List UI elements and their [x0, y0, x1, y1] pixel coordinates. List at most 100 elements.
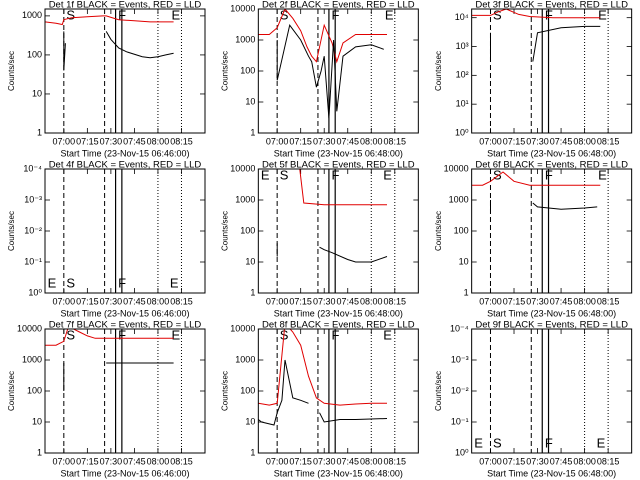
x-tick-label: 08:15 — [384, 456, 407, 466]
annotation: E — [261, 167, 270, 182]
annotation: E — [598, 7, 607, 22]
x-axis-label: Start Time (23-Nov-15 06:48:00) — [274, 468, 403, 478]
y-tick-label: 1 — [250, 447, 255, 457]
y-tick-label: 100 — [27, 49, 42, 59]
panel: Det 1f BLACK = Events, RED = LLD Counts/s… — [7, 0, 206, 158]
x-tick-label: 07:15 — [503, 296, 526, 306]
x-axis-label: Start Time (23-Nov-15 06:46:00) — [60, 148, 189, 158]
y-tick-label: 10 — [32, 416, 42, 426]
x-axis-label: Start Time (23-Nov-15 06:48:00) — [487, 148, 616, 158]
annotation: S — [493, 7, 502, 22]
y-tick-label: 1000 — [235, 354, 255, 364]
annotation: E — [383, 327, 392, 342]
annotation: S — [66, 7, 75, 22]
annotation: F — [118, 327, 126, 342]
plot-frame — [257, 168, 419, 294]
plot-frame — [471, 168, 633, 294]
x-tick-label: 08:15 — [170, 136, 193, 146]
series-line — [258, 329, 387, 406]
x-tick-label: 07:30 — [526, 456, 549, 466]
annotation: E — [171, 327, 180, 342]
x-tick-label: 07:00 — [266, 456, 289, 466]
y-tick-label: 1 — [250, 287, 255, 297]
x-tick-label: 07:45 — [336, 136, 359, 146]
plot-frame — [44, 8, 206, 134]
y-tick-label: 1 — [37, 127, 42, 137]
annotation: S — [493, 435, 502, 450]
series-line — [63, 362, 174, 391]
y-tick-label: 10⁻¹ — [24, 256, 42, 266]
x-axis-label: Start Time (23-Nov-15 06:46:00) — [60, 308, 189, 318]
x-tick-label: 07:15 — [76, 296, 99, 306]
y-tick-label: 10⁻³ — [451, 354, 469, 364]
series-line — [299, 169, 387, 206]
annotation: E — [385, 7, 394, 22]
y-tick-label: 10⁰ — [455, 127, 469, 137]
y-tick-label: 10⁻² — [451, 385, 469, 395]
panel: Det 6f BLACK = Events, RED = LLD Counts/s… — [434, 160, 633, 318]
annotation: E — [48, 275, 57, 290]
annotation: F — [118, 7, 126, 22]
annotation: S — [493, 167, 502, 182]
x-tick-label: 07:00 — [266, 136, 289, 146]
y-axis-label: Counts/sec — [220, 51, 229, 91]
x-tick-label: 07:30 — [526, 296, 549, 306]
y-tick-label: 10⁻⁴ — [23, 163, 42, 173]
panel-title: Det 7f BLACK = Events, RED = LLD — [49, 320, 202, 331]
annotation: F — [118, 275, 126, 290]
x-tick-label: 08:00 — [147, 456, 170, 466]
x-tick-label: 08:00 — [360, 456, 383, 466]
annotation: F — [331, 7, 339, 22]
x-tick-label: 07:00 — [53, 296, 76, 306]
y-tick-label: 100 — [240, 225, 255, 235]
y-tick-label: 10 — [245, 416, 255, 426]
panel-title: Det 8f BLACK = Events, RED = LLD — [262, 320, 415, 331]
series-line — [45, 15, 174, 26]
x-tick-label: 07:15 — [503, 456, 526, 466]
plot-frame — [44, 168, 206, 294]
series-line — [276, 243, 388, 263]
x-tick-label: 08:00 — [147, 136, 170, 146]
y-tick-label: 10² — [456, 70, 469, 80]
series-line — [63, 31, 174, 71]
annotation: F — [331, 167, 339, 182]
x-tick-label: 07:45 — [336, 456, 359, 466]
x-tick-label: 07:30 — [313, 296, 336, 306]
panel: Det 2f BLACK = Events, RED = LLD Counts/s… — [220, 0, 419, 158]
x-tick-label: 07:45 — [123, 456, 146, 466]
panel: Det 3f BLACK = Events, RED = LLD Counts/s… — [434, 0, 633, 158]
x-tick-label: 07:30 — [100, 136, 123, 146]
annotation: F — [545, 167, 553, 182]
x-tick-label: 07:45 — [123, 136, 146, 146]
annotation: S — [280, 167, 289, 182]
y-tick-label: 1000 — [22, 10, 42, 20]
x-axis-label: Start Time (23-Nov-15 06:48:00) — [487, 308, 616, 318]
y-tick-label: 10⁴ — [455, 12, 469, 22]
y-tick-label: 10000 — [17, 323, 42, 333]
x-tick-label: 08:15 — [597, 456, 620, 466]
panel-title: Det 9f BLACK = Events, RED = LLD — [475, 320, 628, 331]
x-tick-label: 08:15 — [384, 136, 407, 146]
y-tick-label: 10⁰ — [28, 287, 42, 297]
x-tick-label: 08:00 — [573, 456, 596, 466]
x-axis-label: Start Time (23-Nov-15 06:48:00) — [274, 148, 403, 158]
series-line — [471, 171, 601, 186]
panel: Det 5f BLACK = Events, RED = LLD Counts/s… — [220, 160, 419, 318]
y-axis-label: Counts/sec — [7, 51, 16, 91]
y-tick-label: 10⁻³ — [24, 194, 42, 204]
x-axis-label: Start Time (23-Nov-15 06:48:00) — [274, 308, 403, 318]
y-tick-label: 100 — [240, 385, 255, 395]
panel: Det 9f BLACK = Events, RED = LLD Counts/s… — [434, 320, 633, 478]
y-axis-label: Counts/sec — [220, 371, 229, 411]
y-tick-label: 1 — [250, 127, 255, 137]
x-tick-label: 07:30 — [313, 456, 336, 466]
x-tick-label: 07:00 — [479, 136, 502, 146]
y-tick-label: 100 — [27, 385, 42, 395]
x-tick-label: 08:15 — [597, 136, 620, 146]
annotation: F — [545, 435, 553, 450]
y-tick-label: 10000 — [230, 3, 255, 13]
y-tick-label: 100 — [240, 65, 255, 75]
annotation: E — [170, 275, 179, 290]
y-tick-label: 1000 — [449, 194, 469, 204]
